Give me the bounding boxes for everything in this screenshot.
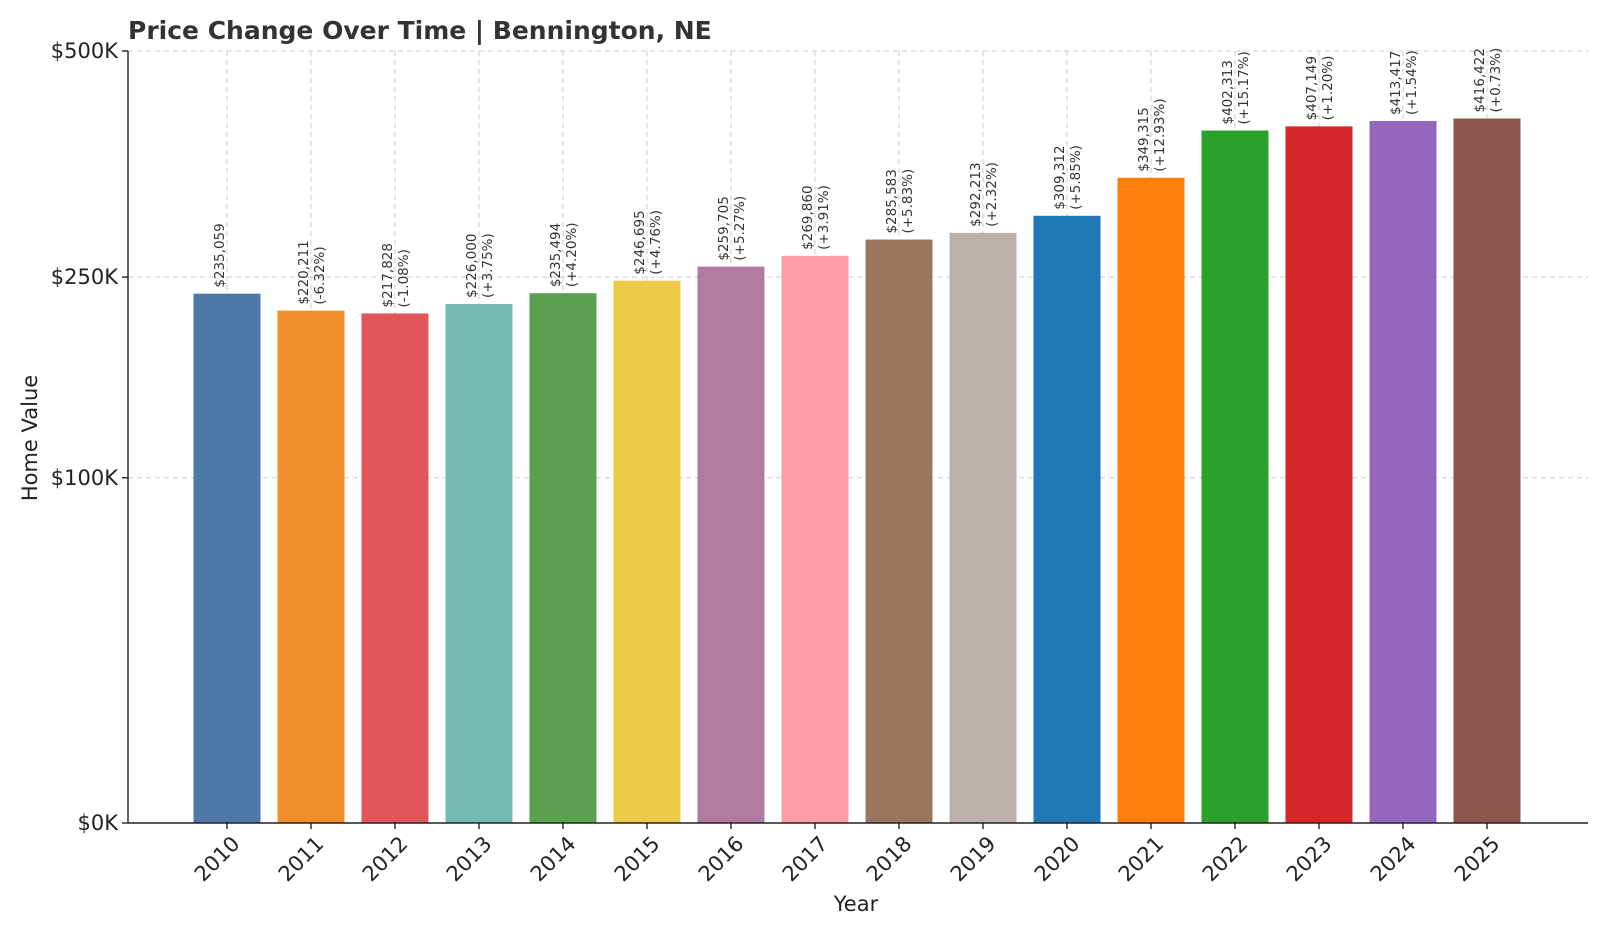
x-tick-label: 2023 bbox=[1282, 832, 1337, 887]
change-label: (-6.32%) bbox=[312, 246, 328, 304]
y-tick-label: $0K bbox=[78, 811, 120, 835]
change-label: (+1.20%) bbox=[1320, 56, 1336, 121]
bar-2017 bbox=[781, 255, 849, 823]
value-label: $259,705 bbox=[716, 196, 732, 260]
value-label: $235,494 bbox=[548, 223, 564, 287]
x-tick-label: 2010 bbox=[190, 832, 245, 887]
change-label: (+4.76%) bbox=[648, 210, 664, 275]
x-tick-label: 2015 bbox=[610, 832, 665, 887]
x-tick-label: 2017 bbox=[778, 832, 833, 887]
bar-2025 bbox=[1453, 118, 1521, 823]
y-tick-label: $250K bbox=[51, 265, 119, 289]
value-label: $416,422 bbox=[1472, 48, 1488, 112]
bar-2018 bbox=[865, 239, 933, 823]
x-tick-label: 2022 bbox=[1198, 832, 1253, 887]
change-label: (+5.27%) bbox=[732, 196, 748, 261]
value-label: $292,213 bbox=[968, 162, 984, 226]
change-label: (+15.17%) bbox=[1236, 51, 1252, 124]
x-tick-label: 2020 bbox=[1030, 832, 1085, 887]
x-tick-label: 2025 bbox=[1450, 832, 1505, 887]
y-tick-label: $500K bbox=[51, 39, 119, 63]
change-label: (-1.08%) bbox=[396, 249, 412, 307]
value-label: $235,059 bbox=[212, 223, 228, 287]
change-label: (+5.83%) bbox=[900, 169, 916, 234]
change-label: (+3.91%) bbox=[816, 185, 832, 250]
x-tick-label: 2014 bbox=[526, 832, 581, 887]
value-label: $269,860 bbox=[800, 185, 816, 249]
bar-2012 bbox=[361, 313, 429, 823]
change-label: (+0.73%) bbox=[1488, 48, 1504, 113]
x-tick-label: 2012 bbox=[358, 832, 413, 887]
value-label: $285,583 bbox=[884, 169, 900, 233]
value-label: $220,211 bbox=[296, 240, 312, 304]
y-tick-label: $100K bbox=[51, 466, 119, 490]
value-label: $217,828 bbox=[380, 243, 396, 307]
change-label: (+3.75%) bbox=[480, 233, 496, 298]
bar-2013 bbox=[445, 303, 513, 823]
x-tick-label: 2024 bbox=[1366, 832, 1421, 887]
data-labels: $235,059 $220,211 (-6.32%) $217,828 (-1.08%)… bbox=[212, 48, 1504, 308]
bar-2019 bbox=[949, 232, 1017, 823]
bar-2014 bbox=[529, 293, 597, 823]
value-label: $309,312 bbox=[1052, 145, 1068, 209]
x-tick-label: 2018 bbox=[862, 832, 917, 887]
bar-2022 bbox=[1201, 130, 1269, 824]
x-axis-label: Year bbox=[833, 892, 879, 916]
change-label: (+5.85%) bbox=[1068, 145, 1084, 210]
x-tick-label: 2013 bbox=[442, 832, 497, 887]
bar-2024 bbox=[1369, 121, 1437, 823]
change-label: (+4.20%) bbox=[564, 222, 580, 287]
bar-2015 bbox=[613, 280, 681, 823]
bar-2021 bbox=[1117, 177, 1185, 823]
change-label: (+12.93%) bbox=[1152, 98, 1168, 171]
value-label: $413,417 bbox=[1388, 51, 1404, 115]
bar-2023 bbox=[1285, 126, 1353, 824]
change-label: (+1.54%) bbox=[1404, 50, 1420, 115]
value-label: $402,313 bbox=[1220, 60, 1236, 124]
x-tick-label: 2016 bbox=[694, 832, 749, 887]
change-label: (+2.32%) bbox=[984, 162, 1000, 227]
value-label: $349,315 bbox=[1136, 107, 1152, 171]
bars bbox=[193, 118, 1521, 824]
bar-2011 bbox=[277, 310, 345, 824]
value-label: $246,695 bbox=[632, 210, 648, 274]
bar-2010 bbox=[193, 293, 261, 824]
x-tick-label: 2019 bbox=[946, 832, 1001, 887]
x-tick-label: 2011 bbox=[274, 832, 329, 887]
value-label: $407,149 bbox=[1304, 56, 1320, 120]
value-label: $226,000 bbox=[464, 234, 480, 298]
bar-2020 bbox=[1033, 215, 1101, 823]
chart-title: Price Change Over Time | Bennington, NE bbox=[128, 16, 712, 45]
x-tick-label: 2021 bbox=[1114, 832, 1169, 887]
grid bbox=[128, 50, 1588, 823]
y-axis-label: Home Value bbox=[18, 375, 42, 501]
bar-2016 bbox=[697, 266, 765, 824]
